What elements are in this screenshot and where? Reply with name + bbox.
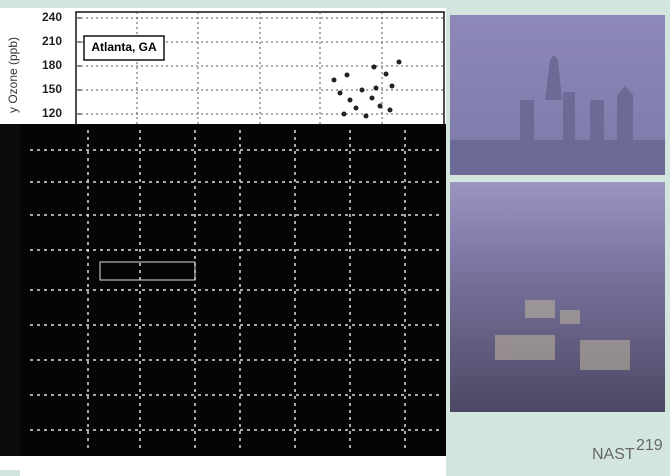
- y-axis-label: y Ozone (ppb): [6, 37, 20, 113]
- skyline-shapes: [450, 55, 665, 175]
- y-tick-label: 210: [42, 34, 62, 48]
- aerial-photo: [450, 182, 665, 412]
- caption-superscript: 219: [636, 437, 663, 454]
- overlay-footer: [20, 456, 446, 476]
- overlay-box: [99, 261, 196, 281]
- caption: NAST: [592, 446, 635, 463]
- vertical-grid: [136, 12, 383, 126]
- annotation-box: [83, 35, 165, 61]
- overlay-noise: [30, 130, 440, 450]
- city-lights: [495, 300, 630, 370]
- scatter-dots: [331, 59, 402, 119]
- y-tick-label: 240: [42, 10, 62, 24]
- annotation: Atlanta, GA: [91, 40, 157, 54]
- corrupted-edge: [0, 124, 20, 456]
- y-tick-label: 180: [42, 58, 62, 72]
- y-tick-label: 150: [42, 82, 62, 96]
- y-tick-label: 120: [42, 106, 62, 120]
